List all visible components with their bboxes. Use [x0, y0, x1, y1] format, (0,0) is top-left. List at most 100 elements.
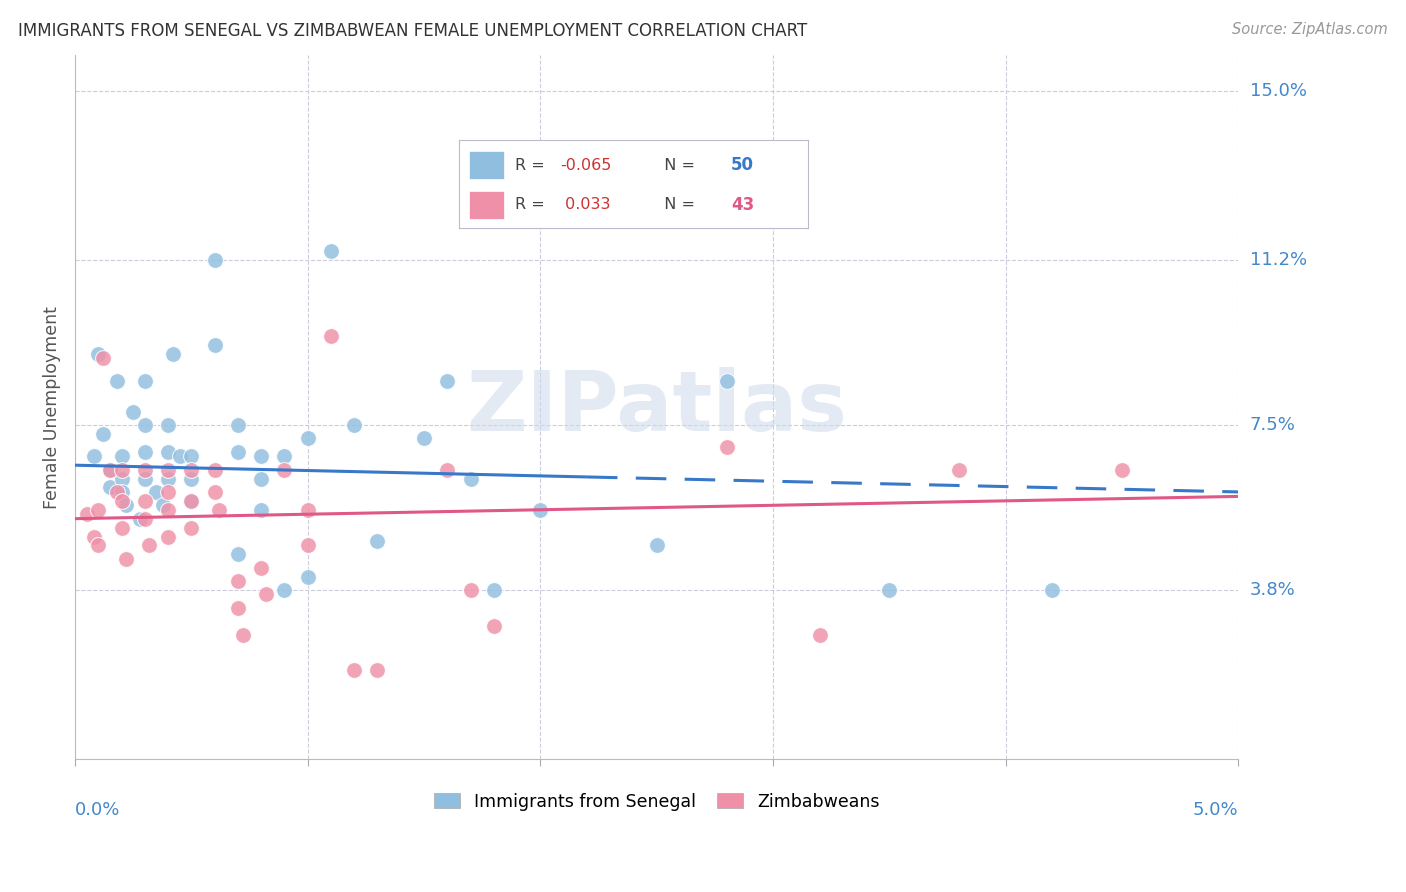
Point — [134, 445, 156, 459]
Point — [482, 582, 505, 597]
Point — [204, 484, 226, 499]
Point — [91, 427, 114, 442]
Point — [250, 560, 273, 574]
Text: 3.8%: 3.8% — [1250, 581, 1295, 599]
Point — [716, 374, 738, 388]
Point — [879, 582, 901, 597]
Point — [115, 498, 138, 512]
Point — [122, 405, 145, 419]
Point — [134, 463, 156, 477]
Point — [105, 484, 128, 499]
Point — [460, 582, 482, 597]
Point — [319, 244, 342, 259]
Point — [482, 618, 505, 632]
Point — [250, 472, 273, 486]
Point — [529, 502, 551, 516]
Point — [343, 663, 366, 677]
Point — [110, 484, 132, 499]
Point — [250, 502, 273, 516]
Point — [1040, 582, 1063, 597]
Point — [716, 441, 738, 455]
Point — [273, 463, 295, 477]
Point — [436, 374, 458, 388]
Point — [87, 538, 110, 552]
Point — [83, 529, 105, 543]
Point — [98, 463, 121, 477]
Point — [180, 472, 202, 486]
Text: IMMIGRANTS FROM SENEGAL VS ZIMBABWEAN FEMALE UNEMPLOYMENT CORRELATION CHART: IMMIGRANTS FROM SENEGAL VS ZIMBABWEAN FE… — [18, 22, 807, 40]
Point — [134, 511, 156, 525]
Point — [273, 582, 295, 597]
Point — [157, 502, 180, 516]
Point — [157, 472, 180, 486]
Point — [134, 418, 156, 433]
Point — [110, 493, 132, 508]
Point — [808, 627, 831, 641]
Point — [204, 253, 226, 268]
Point — [83, 450, 105, 464]
Point — [129, 511, 152, 525]
Point — [204, 338, 226, 352]
Point — [169, 450, 191, 464]
Point — [232, 627, 254, 641]
Point — [226, 418, 249, 433]
Point — [460, 472, 482, 486]
Point — [138, 538, 160, 552]
Point — [226, 445, 249, 459]
Point — [105, 374, 128, 388]
Point — [157, 529, 180, 543]
Y-axis label: Female Unemployment: Female Unemployment — [44, 306, 60, 508]
Point — [157, 445, 180, 459]
Point — [948, 463, 970, 477]
Point — [76, 507, 98, 521]
Text: Source: ZipAtlas.com: Source: ZipAtlas.com — [1232, 22, 1388, 37]
Point — [226, 574, 249, 588]
Point — [157, 463, 180, 477]
Point — [1111, 463, 1133, 477]
Point — [343, 418, 366, 433]
Point — [413, 432, 436, 446]
Point — [180, 450, 202, 464]
Point — [250, 450, 273, 464]
Point — [204, 463, 226, 477]
Point — [297, 538, 319, 552]
Point — [180, 493, 202, 508]
Point — [208, 502, 231, 516]
Point — [145, 484, 167, 499]
Point — [110, 520, 132, 534]
Point — [254, 587, 277, 601]
Point — [226, 547, 249, 561]
Point — [366, 533, 388, 548]
Legend: Immigrants from Senegal, Zimbabweans: Immigrants from Senegal, Zimbabweans — [427, 786, 886, 818]
Text: 5.0%: 5.0% — [1192, 801, 1239, 819]
Point — [436, 463, 458, 477]
Point — [180, 493, 202, 508]
Point — [87, 347, 110, 361]
Text: 7.5%: 7.5% — [1250, 416, 1295, 434]
Text: 11.2%: 11.2% — [1250, 252, 1306, 269]
Point — [645, 538, 668, 552]
Point — [98, 480, 121, 494]
Point — [180, 463, 202, 477]
Point — [134, 374, 156, 388]
Point — [273, 450, 295, 464]
Point — [319, 329, 342, 343]
Text: 15.0%: 15.0% — [1250, 82, 1306, 100]
Point — [152, 498, 174, 512]
Point — [110, 463, 132, 477]
Point — [134, 493, 156, 508]
Point — [110, 472, 132, 486]
Text: 0.0%: 0.0% — [75, 801, 121, 819]
Point — [87, 502, 110, 516]
Point — [297, 502, 319, 516]
Point — [297, 432, 319, 446]
Point — [110, 450, 132, 464]
Point — [91, 351, 114, 366]
Text: ZIPatlas: ZIPatlas — [467, 367, 848, 448]
Point — [134, 472, 156, 486]
Point — [226, 600, 249, 615]
Point — [115, 551, 138, 566]
Point — [366, 663, 388, 677]
Point — [297, 569, 319, 583]
Point — [157, 484, 180, 499]
